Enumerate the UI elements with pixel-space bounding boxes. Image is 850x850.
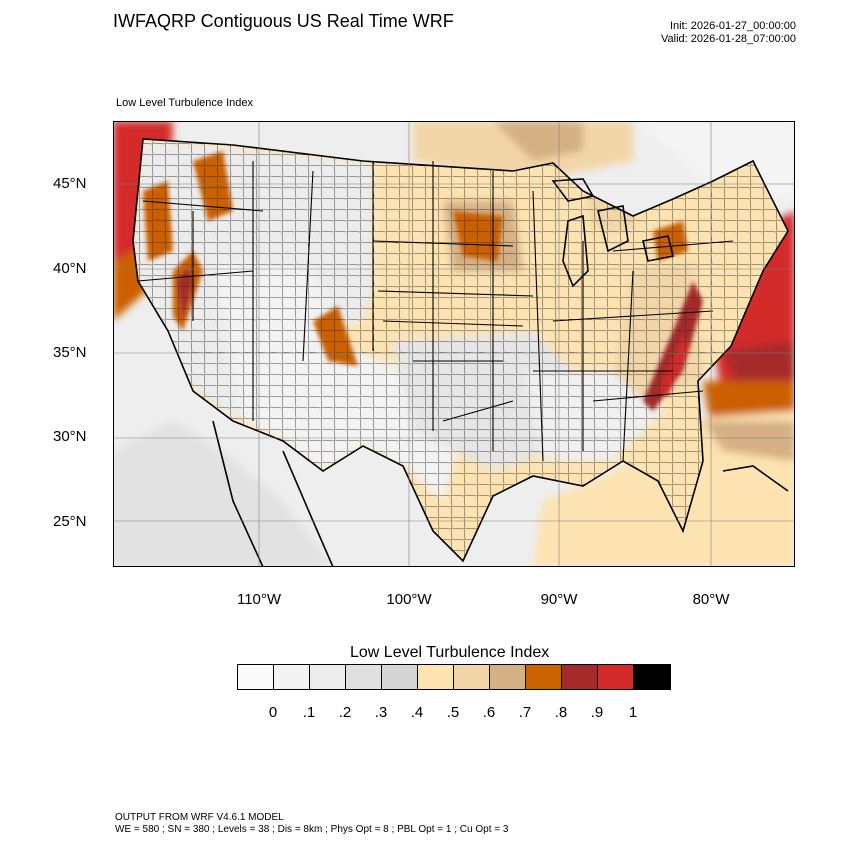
lon-label-90: 90°W	[540, 591, 578, 608]
init-time: Init: 2026-01-27_00:00:00	[670, 20, 796, 32]
colorbar-box-6	[454, 665, 490, 689]
colorbar-title: Low Level Turbulence Index	[350, 644, 550, 661]
colorbar-box-10	[598, 665, 634, 689]
colorbar-box-11	[634, 665, 670, 689]
lat-label-35: 35°N	[53, 344, 87, 361]
turbulence-map	[113, 121, 795, 567]
colorbar-box-4	[382, 665, 418, 689]
colorbar-tick-label: .2	[338, 704, 352, 721]
colorbar-tick-label: .7	[518, 704, 532, 721]
plot-title: IWFAQRP Contiguous US Real Time WRF	[113, 11, 454, 31]
lat-label-25: 25°N	[53, 513, 87, 530]
colorbar	[237, 664, 671, 690]
lon-label-100: 100°W	[386, 591, 432, 608]
model-info: OUTPUT FROM WRF V4.6.1 MODEL WE = 580 ; …	[115, 812, 508, 836]
colorbar-box-9	[562, 665, 598, 689]
valid-time: Valid: 2026-01-28_07:00:00	[661, 33, 796, 45]
run-times: Init: 2026-01-27_00:00:00 Valid: 2026-01…	[661, 20, 796, 46]
coastlines	[132, 138, 789, 567]
colorbar-box-3	[346, 665, 382, 689]
lat-label-40: 40°N	[53, 260, 87, 277]
colorbar-tick-label: .8	[554, 704, 568, 721]
colorbar-tick-label: .9	[590, 704, 604, 721]
colorbar-box-0	[238, 665, 274, 689]
lon-label-80: 80°W	[692, 591, 730, 608]
lat-label-30: 30°N	[53, 428, 87, 445]
colorbar-box-8	[526, 665, 562, 689]
lon-label-110: 110°W	[236, 591, 282, 608]
model-config: WE = 580 ; SN = 380 ; Levels = 38 ; Dis …	[115, 824, 509, 835]
field-subtitle: Low Level Turbulence Index	[116, 97, 253, 109]
colorbar-box-7	[490, 665, 526, 689]
model-version: OUTPUT FROM WRF V4.6.1 MODEL	[115, 812, 284, 823]
map-panel	[113, 121, 795, 567]
colorbar-box-2	[310, 665, 346, 689]
lat-label-45: 45°N	[53, 175, 87, 192]
colorbar-tick-label: 1	[628, 704, 638, 721]
colorbar-tick-label: .4	[410, 704, 424, 721]
state-boundaries	[137, 161, 734, 462]
colorbar-tick-label: 0	[268, 704, 278, 721]
colorbar-box-1	[274, 665, 310, 689]
colorbar-tick-label: .5	[446, 704, 460, 721]
graticule	[113, 121, 795, 567]
colorbar-tick-label: .3	[374, 704, 388, 721]
colorbar-tick-label: .1	[302, 704, 316, 721]
map-border	[113, 121, 795, 567]
colorbar-box-5	[418, 665, 454, 689]
colorbar-tick-label: .6	[482, 704, 496, 721]
